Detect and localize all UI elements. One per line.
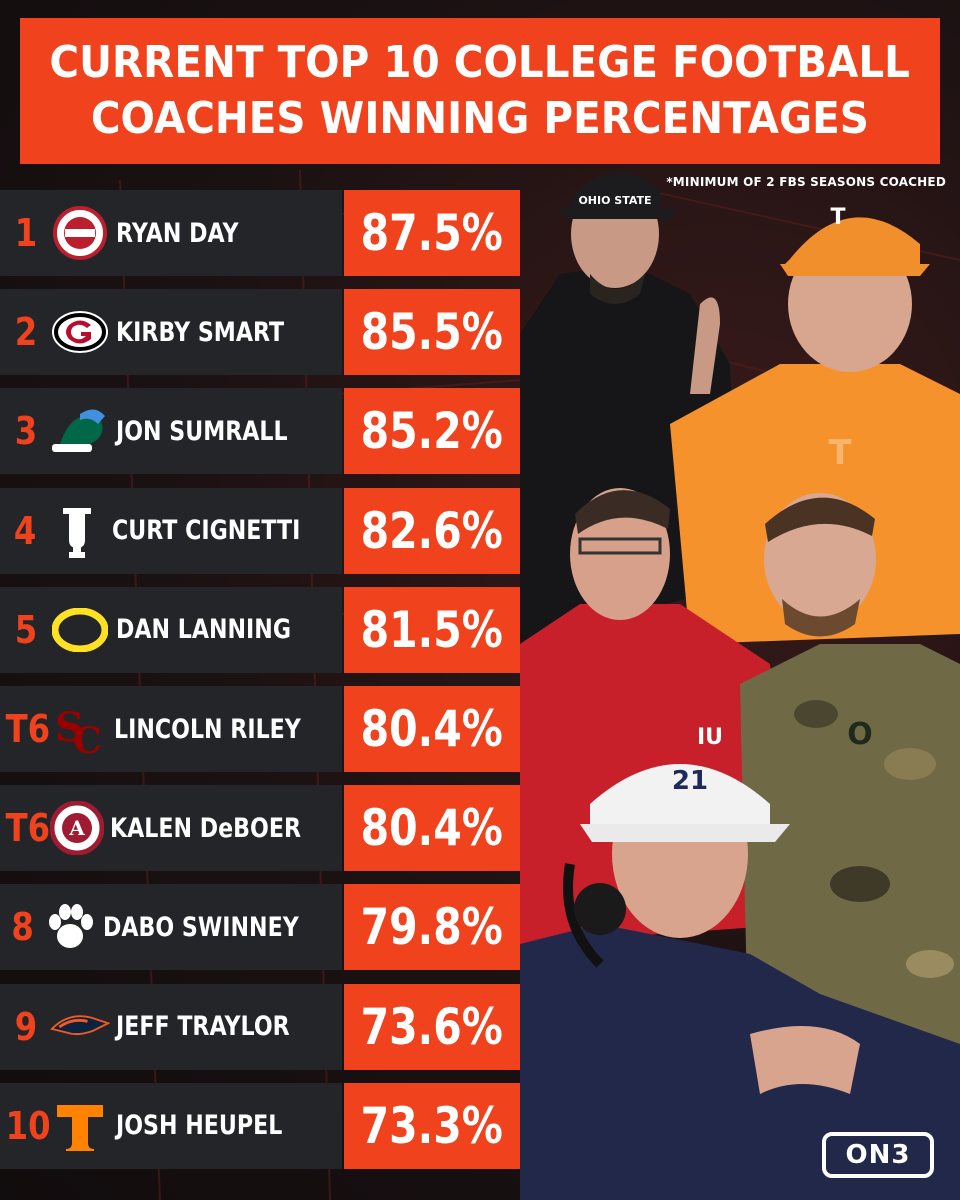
winning-percentage-box: 80.4% <box>344 686 520 772</box>
rank-number: T6 <box>5 806 51 851</box>
title-line-1: CURRENT TOP 10 COLLEGE FOOTBALL <box>49 37 911 88</box>
winning-percentage: 81.5% <box>360 600 504 659</box>
coach-name: KALEN DeBOER <box>110 812 302 844</box>
rank-number: 1 <box>14 211 38 255</box>
title-line-2: COACHES WINNING PERCENTAGES <box>90 93 870 144</box>
jeff-traylor-photo: 21 <box>520 764 960 1200</box>
winning-percentage-box: 82.6% <box>344 487 520 574</box>
rank-number: 4 <box>13 508 37 553</box>
winning-percentage: 79.8% <box>360 898 504 957</box>
shirt-indiana-text: IU <box>697 725 723 750</box>
winning-percentage-box: 85.5% <box>344 289 520 376</box>
winning-percentage: 80.4% <box>360 700 504 758</box>
tennessee-logo <box>50 1096 110 1156</box>
ranking-row-4: 4 CURT CIGNETTI 82.6% <box>0 487 520 574</box>
ranking-row-left: T6 A KALEN DeBOER <box>0 785 342 872</box>
on3-brand-logo: ON3 <box>822 1132 934 1178</box>
coaches-photo-collage: OHIO STATE T T IU O 21 <box>520 172 960 1200</box>
tulane-logo <box>50 401 110 461</box>
ranking-row-left: 2 KIRBY SMART <box>0 289 342 376</box>
coach-name: JON SUMRALL <box>116 415 288 447</box>
shirt-oregon-text: O <box>847 717 873 752</box>
winning-percentage: 85.2% <box>360 402 504 461</box>
coach-name: LINCOLN RILEY <box>114 713 301 745</box>
ranking-row-left: 9 JEFF TRAYLOR <box>0 983 342 1070</box>
winning-percentage: 80.4% <box>360 799 504 858</box>
hat-ohio-state-text: OHIO STATE <box>578 194 651 207</box>
coach-name: CURT CIGNETTI <box>112 515 301 547</box>
ranking-row-left: 3 JON SUMRALL <box>0 388 342 475</box>
winning-percentage-box: 79.8% <box>344 884 520 971</box>
ranking-row-1: 1 RYAN DAY 87.5% <box>0 190 520 276</box>
georgia-logo <box>50 302 110 362</box>
winning-percentage: 73.3% <box>360 1096 504 1155</box>
coach-name: RYAN DAY <box>116 217 239 249</box>
hat-utsa-text: 21 <box>672 766 708 796</box>
shirt-tennessee-text: T <box>828 433 852 473</box>
clemson-logo <box>43 897 97 957</box>
winning-percentage-box: 85.2% <box>344 388 520 475</box>
svg-text:C: C <box>73 720 102 757</box>
alabama-logo: A <box>50 798 104 858</box>
coach-name: DABO SWINNEY <box>103 911 300 943</box>
coach-name: JEFF TRAYLOR <box>116 1011 290 1043</box>
winning-percentage: 85.5% <box>360 303 504 362</box>
ranking-row-9: 9 JEFF TRAYLOR 73.6% <box>0 983 520 1070</box>
svg-text:S: S <box>55 704 84 751</box>
indiana-logo <box>48 501 106 561</box>
winning-percentage: 73.6% <box>360 997 504 1056</box>
ranking-row-left: 10 JOSH HEUPEL <box>0 1082 342 1169</box>
ranking-row-7: T6 A KALEN DeBOER 80.4% <box>0 785 520 872</box>
ranking-row-8: 8 DABO SWINNEY 79.8% <box>0 884 520 971</box>
oregon-logo <box>50 600 110 660</box>
ranking-row-3: 3 JON SUMRALL 85.2% <box>0 388 520 475</box>
ranking-row-10: 10 JOSH HEUPEL 73.3% <box>0 1082 520 1169</box>
winning-percentage-box: 81.5% <box>344 586 520 673</box>
rank-number: 9 <box>14 1004 38 1049</box>
title-banner: CURRENT TOP 10 COLLEGE FOOTBALL COACHES … <box>20 18 940 164</box>
coach-name: KIRBY SMART <box>116 316 285 348</box>
winning-percentage-box: 87.5% <box>344 190 520 276</box>
hat-tennessee-text: T <box>830 205 845 230</box>
winning-percentage: 82.6% <box>360 501 504 560</box>
utsa-logo <box>50 997 110 1057</box>
ranking-row-2: 2 KIRBY SMART 85.5% <box>0 289 520 376</box>
rank-number: 2 <box>14 310 38 355</box>
winning-percentage: 87.5% <box>360 204 504 262</box>
rank-number: 8 <box>11 905 34 950</box>
rank-number: 3 <box>14 409 38 454</box>
ranking-row-left: 1 RYAN DAY <box>0 190 342 276</box>
footnote: *MINIMUM OF 2 FBS SEASONS COACHED <box>666 175 946 189</box>
rank-number: T6 <box>5 707 51 751</box>
winning-percentage-box: 80.4% <box>344 785 520 872</box>
ohio-state-logo <box>50 203 110 263</box>
ranking-row-left: 5 DAN LANNING <box>0 586 342 673</box>
ranking-row-left: 8 DABO SWINNEY <box>0 884 342 971</box>
rank-number: 10 <box>5 1103 51 1148</box>
coach-name: DAN LANNING <box>116 614 291 646</box>
winning-percentage-box: 73.3% <box>344 1082 520 1169</box>
winning-percentage-box: 73.6% <box>344 983 520 1070</box>
ranking-row-left: 4 CURT CIGNETTI <box>0 487 342 574</box>
coach-name: JOSH HEUPEL <box>116 1110 283 1142</box>
rank-number: 5 <box>14 607 38 652</box>
ranking-row-5: 5 DAN LANNING 81.5% <box>0 586 520 673</box>
svg-text:A: A <box>68 816 85 840</box>
